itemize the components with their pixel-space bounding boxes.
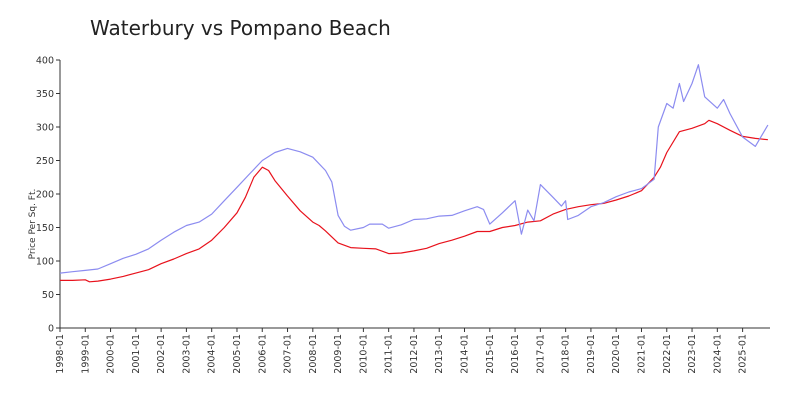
x-axis: 1998-01 1999-01 2000-01 2001-01 2002-01 2003-…: [55, 327, 770, 374]
series-line-2: [59, 64, 769, 274]
chart-title: Waterbury vs Pompano Beach: [90, 16, 391, 40]
x-tick-label: 2006-01: [257, 334, 268, 374]
y-tick-label: 400: [36, 56, 54, 67]
x-tick-label: 2024-01: [712, 334, 723, 374]
y-tick-label: 0: [48, 324, 54, 335]
x-tick-label: 2004-01: [207, 334, 218, 374]
x-tick-label: 2019-01: [586, 334, 597, 374]
x-tick-label: 2018-01: [561, 334, 572, 374]
x-tick-label: 2012-01: [409, 334, 420, 374]
x-tick-label: 2000-01: [106, 334, 117, 374]
y-tick-label: 300: [36, 123, 54, 134]
x-tick-label: 2011-01: [384, 334, 395, 374]
x-tick-label: 1998-01: [55, 334, 66, 374]
x-tick-label: 2020-01: [611, 334, 622, 374]
x-tick-label: 2015-01: [485, 334, 496, 374]
x-tick-label: 2023-01: [687, 334, 698, 374]
x-tick-label: 2010-01: [358, 334, 369, 374]
y-axis-title: Price Per Sq. Ft.: [28, 189, 38, 260]
y-tick-label: 150: [36, 223, 54, 234]
x-tick-label: 2022-01: [662, 334, 673, 374]
y-axis: 0 50 100 150 200 250 300 350 400: [36, 56, 61, 335]
x-tick-label: 2003-01: [181, 334, 192, 374]
x-tick-label: 2007-01: [283, 334, 294, 374]
x-tick-label: 2001-01: [131, 334, 142, 374]
x-tick-label: 2005-01: [232, 334, 243, 374]
x-tick-label: 2025-01: [738, 334, 749, 374]
x-tick-label: 2016-01: [510, 334, 521, 374]
x-tick-label: 2013-01: [434, 334, 445, 374]
x-tick-label: 2014-01: [460, 334, 471, 374]
y-tick-label: 200: [36, 190, 54, 201]
x-tick-label: 2008-01: [308, 334, 319, 374]
y-tick-label: 100: [36, 257, 54, 268]
y-tick-label: 350: [36, 89, 54, 100]
x-tick-label: 2009-01: [333, 334, 344, 374]
x-tick-label: 2002-01: [156, 334, 167, 374]
series-line-1: [60, 119, 768, 283]
y-tick-label: 250: [36, 156, 54, 167]
series-lines: [59, 64, 769, 283]
x-tick-label: 1999-01: [80, 334, 91, 374]
y-tick-label: 50: [42, 290, 54, 301]
x-tick-label: 2021-01: [636, 334, 647, 374]
x-tick-label: 2017-01: [535, 334, 546, 374]
